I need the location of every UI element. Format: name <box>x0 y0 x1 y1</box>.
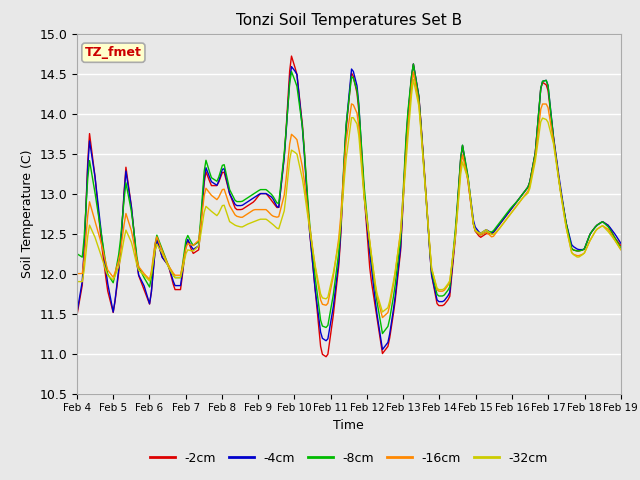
-4cm <box>379 347 387 352</box>
Y-axis label: Soil Temperature (C): Soil Temperature (C) <box>20 149 34 278</box>
-8cm <box>399 202 406 208</box>
-32cm <box>73 279 81 285</box>
-32cm <box>75 279 83 285</box>
-32cm <box>399 206 406 212</box>
-8cm <box>73 251 81 256</box>
-2cm <box>535 107 543 113</box>
-4cm <box>75 300 83 306</box>
X-axis label: Time: Time <box>333 419 364 432</box>
-16cm <box>408 83 415 88</box>
-2cm <box>399 213 406 219</box>
-16cm <box>397 228 404 233</box>
Legend: -2cm, -4cm, -8cm, -16cm, -32cm: -2cm, -4cm, -8cm, -16cm, -32cm <box>145 447 553 469</box>
-2cm <box>401 177 408 183</box>
-8cm <box>410 61 417 67</box>
-32cm <box>379 309 387 315</box>
-4cm <box>399 209 406 215</box>
-32cm <box>617 247 625 252</box>
-2cm <box>75 303 83 309</box>
-2cm <box>73 313 81 319</box>
-8cm <box>408 72 415 78</box>
Line: -32cm: -32cm <box>77 80 621 312</box>
-2cm <box>410 61 417 67</box>
-4cm <box>617 240 625 246</box>
-32cm <box>410 77 417 83</box>
-4cm <box>535 107 543 113</box>
-2cm <box>287 53 295 59</box>
-8cm <box>617 245 625 251</box>
Line: -16cm: -16cm <box>77 72 621 318</box>
-16cm <box>379 315 387 321</box>
Text: TZ_fmet: TZ_fmet <box>85 46 142 59</box>
-4cm <box>410 61 417 67</box>
Title: Tonzi Soil Temperatures Set B: Tonzi Soil Temperatures Set B <box>236 13 462 28</box>
-8cm <box>397 236 404 241</box>
-4cm <box>408 73 415 79</box>
Line: -2cm: -2cm <box>77 56 621 357</box>
-32cm <box>397 230 404 236</box>
-4cm <box>73 311 81 316</box>
-8cm <box>75 252 83 258</box>
Line: -4cm: -4cm <box>77 64 621 349</box>
-16cm <box>617 247 625 252</box>
-8cm <box>379 331 387 336</box>
-2cm <box>570 247 577 253</box>
Line: -8cm: -8cm <box>77 64 621 334</box>
-2cm <box>617 243 625 249</box>
-16cm <box>399 201 406 207</box>
-16cm <box>73 271 81 276</box>
-8cm <box>535 107 543 113</box>
-4cm <box>570 244 577 250</box>
-8cm <box>570 247 577 253</box>
-32cm <box>408 91 415 97</box>
-16cm <box>535 122 543 128</box>
-4cm <box>397 244 404 250</box>
-16cm <box>570 252 577 257</box>
-16cm <box>75 271 83 276</box>
-2cm <box>322 354 330 360</box>
-16cm <box>410 69 417 75</box>
-32cm <box>535 132 543 138</box>
-32cm <box>570 252 577 258</box>
